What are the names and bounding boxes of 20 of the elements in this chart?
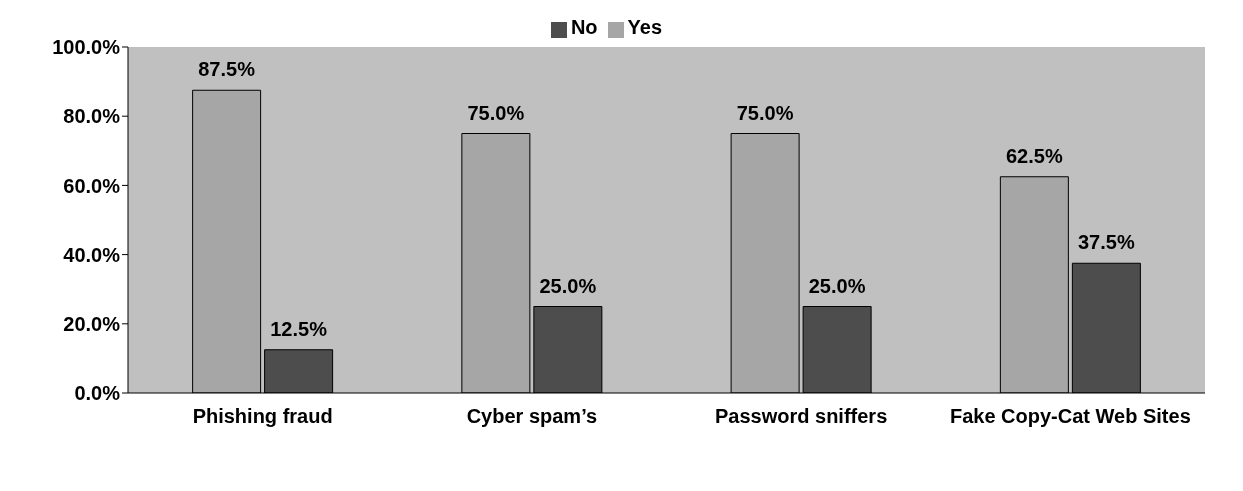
- data-label: 25.0%: [539, 274, 597, 297]
- y-tick-label: 20.0%: [63, 312, 121, 335]
- data-label: 12.5%: [270, 317, 328, 340]
- x-tick-label: Cyber spam’s: [466, 405, 598, 427]
- y-tick-label: 80.0%: [63, 105, 121, 128]
- data-label: 62.5%: [1006, 144, 1063, 167]
- data-label: 75.0%: [736, 101, 794, 124]
- data-label: 25.0%: [808, 274, 866, 297]
- y-tick-label: 60.0%: [63, 174, 121, 197]
- y-tick-label: 40.0%: [63, 243, 121, 266]
- data-label: 37.5%: [1078, 231, 1135, 254]
- x-tick-label: Phishing fraud: [192, 405, 333, 427]
- legend-label: No: [570, 16, 598, 38]
- y-tick-label: 100.0%: [52, 36, 121, 59]
- data-label: 75.0%: [467, 101, 525, 124]
- x-tick-label: Fake Copy-Cat Web Sites: [949, 405, 1191, 427]
- y-tick-label: 0.0%: [74, 382, 121, 405]
- data-label: 87.5%: [198, 58, 256, 81]
- x-tick-label: Password sniffers: [714, 405, 888, 427]
- legend-label: Yes: [627, 16, 663, 38]
